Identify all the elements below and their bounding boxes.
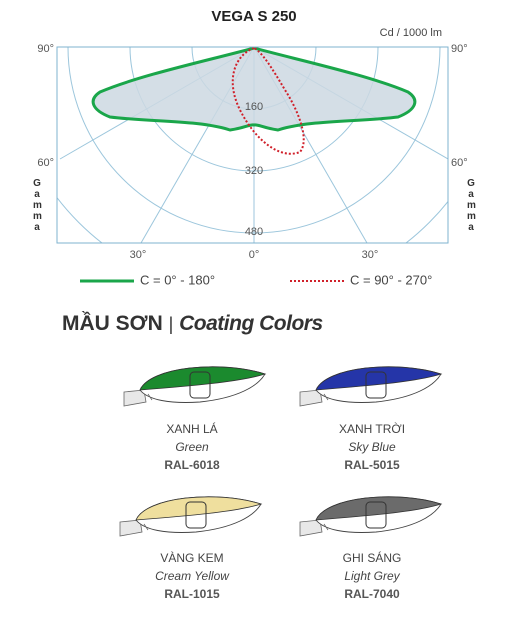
lamp (123, 366, 267, 407)
lamp (119, 496, 263, 537)
color-caption: VÀNG KEM Cream Yellow RAL-1015 (112, 549, 272, 603)
color-caption: XANH LÁ Green RAL-6018 (112, 420, 272, 474)
diagram-title: VEGA S 250 (211, 8, 296, 25)
ring-label: 480 (245, 226, 263, 238)
title-separator: | (168, 314, 174, 334)
color-name: XANH LÁ (166, 422, 218, 436)
ring-label: 160 (245, 101, 263, 113)
angle-label: 30° (130, 249, 147, 261)
curve-c90-270 (231, 46, 305, 155)
color-name: XANH TRỜI (338, 422, 406, 436)
axis-title: Gamma (467, 178, 476, 233)
legend-label: C = 0° - 180° (140, 272, 215, 287)
angle-label: 90° (37, 43, 54, 55)
ring-label: 320 (245, 165, 263, 177)
section-title: MẦU SƠN | Coating Colors (62, 312, 323, 336)
color-english: Cream Yellow (155, 569, 229, 583)
axis-title: Gamma (33, 178, 42, 233)
lamp (299, 496, 443, 537)
title-vi: MẦU SƠN (62, 312, 163, 335)
ral-code: RAL-5015 (344, 458, 400, 472)
curve-c0-180 (91, 47, 417, 132)
lamp (299, 366, 443, 407)
diagram-frame (56, 46, 449, 244)
color-name: VÀNG KEM (160, 551, 224, 565)
unit-label: Cd / 1000 lm (380, 27, 442, 39)
angle-label: 60° (37, 157, 54, 169)
angle-label: 90° (451, 43, 468, 55)
color-english: Sky Blue (348, 440, 396, 454)
title-en: Coating Colors (179, 312, 323, 335)
angle-label: 60° (451, 157, 468, 169)
color-english: Light Grey (344, 569, 400, 583)
photometric-diagram: VEGA S 250 Cd / 1000 lm 160 320 480 90° … (37, 8, 468, 287)
color-caption: GHI SÁNG Light Grey RAL-7040 (292, 549, 452, 603)
color-english: Green (175, 440, 209, 454)
ral-code: RAL-6018 (164, 458, 220, 472)
legend-label: C = 90° - 270° (350, 272, 432, 287)
color-caption: XANH TRỜI Sky Blue RAL-5015 (292, 420, 452, 474)
ral-code: RAL-7040 (344, 587, 400, 601)
color-name: GHI SÁNG (342, 551, 402, 565)
angle-label: 30° (362, 249, 379, 261)
angle-label: 0° (249, 249, 260, 261)
ral-code: RAL-1015 (164, 587, 220, 601)
